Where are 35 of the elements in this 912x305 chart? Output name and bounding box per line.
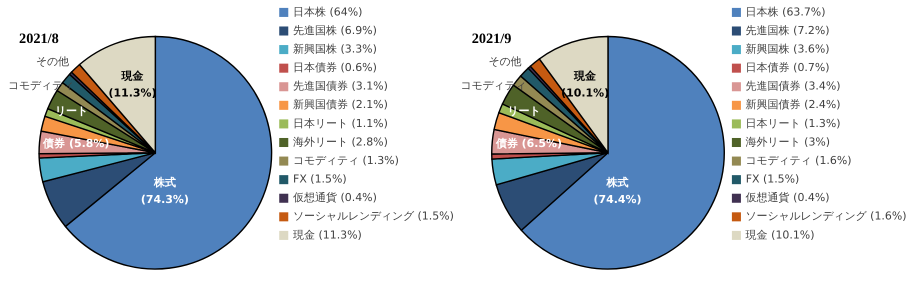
legend-label: 現金 (11.3%) xyxy=(293,228,362,242)
legend-label: 仮想通貨 (0.4%) xyxy=(293,191,377,204)
legend-label: 新興国株 (3.6%) xyxy=(746,42,830,56)
text: 2021/8 xyxy=(19,31,59,48)
legend-label: 新興国株 (3.3%) xyxy=(293,42,377,56)
legend-label: ソーシャルレンディング (1.5%) xyxy=(293,210,454,223)
text: リート xyxy=(54,104,88,118)
legend-label: 日本債券 (0.7%) xyxy=(746,61,830,74)
legend-label: 先進国株 (6.9%) xyxy=(293,24,377,37)
text: その他 xyxy=(488,55,522,68)
legend-label: FX (1.5%) xyxy=(293,172,347,186)
legend-label: 日本株 (63.7%) xyxy=(746,5,826,18)
legend-label: 仮想通貨 (0.4%) xyxy=(746,191,830,204)
legend-label: FX (1.5%) xyxy=(746,172,800,186)
text: 株式 (74.3%) xyxy=(140,176,189,206)
legend-label: コモディティ (1.3%) xyxy=(293,154,399,167)
legend-label: 日本債券 (0.6%) xyxy=(293,61,377,74)
legend-label: 新興国債券 (2.1%) xyxy=(293,98,388,112)
text: 2021/9 xyxy=(472,31,512,48)
legend-label: 日本リート (1.3%) xyxy=(746,116,841,130)
text: 債券 (5.8%) xyxy=(42,137,110,150)
legend-label: 日本株 (64%) xyxy=(293,5,362,18)
legend-label: ソーシャルレンディング (1.6%) xyxy=(746,210,907,223)
legend-label: 海外リート (2.8%) xyxy=(293,135,388,148)
text: 債券 (6.5%) xyxy=(494,137,562,150)
text: その他 xyxy=(36,55,69,68)
text: 株式 (74.4%) xyxy=(594,176,642,206)
legend-label: 新興国債券 (2.4%) xyxy=(746,98,841,112)
legend-label: コモディティ (1.6%) xyxy=(746,154,852,167)
legend-label: 日本リート (1.1%) xyxy=(293,116,388,130)
legend-label: 海外リート (3%) xyxy=(746,135,830,148)
legend-label: 先進国債券 (3.4%) xyxy=(746,80,841,93)
legend-label: 先進国債券 (3.1%) xyxy=(293,80,388,93)
legend-label: 現金 (10.1%) xyxy=(746,228,814,242)
legend-label: 先進国株 (7.2%) xyxy=(746,24,830,37)
